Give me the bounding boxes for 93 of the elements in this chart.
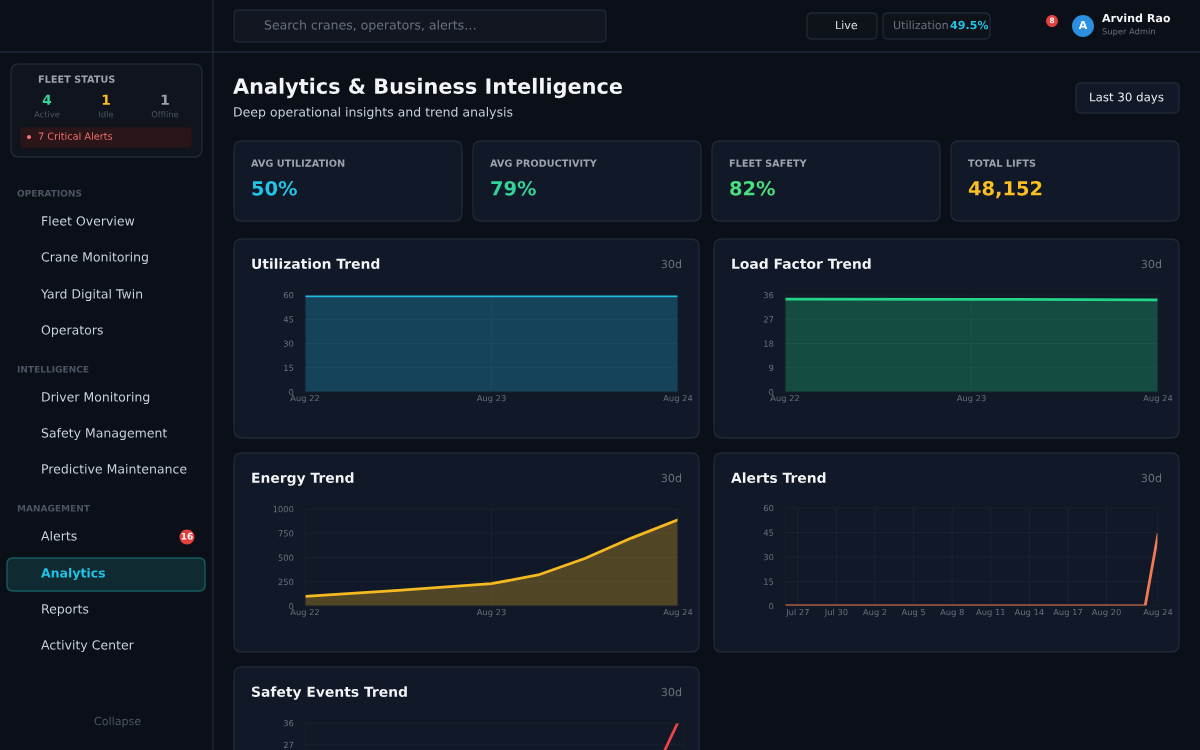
text: AVG UTILIZATION bbox=[251, 159, 345, 167]
x-tick-label: Aug 24 bbox=[663, 394, 693, 403]
text: Reports bbox=[42, 604, 89, 617]
y-tick-label: 9 bbox=[769, 364, 774, 372]
chart-title: Alerts Trend bbox=[731, 472, 826, 484]
text: Driver Monitoring bbox=[42, 391, 150, 405]
text: Active bbox=[34, 110, 60, 118]
y-tick-label: 750 bbox=[278, 530, 294, 537]
y-tick-label: 60 bbox=[763, 504, 774, 512]
text: Idle bbox=[99, 110, 114, 118]
chart-title: Utilization Trend bbox=[252, 258, 380, 270]
text: A bbox=[1078, 20, 1088, 30]
text: 7 Critical Alerts bbox=[38, 132, 113, 140]
text: 30d bbox=[1141, 259, 1161, 269]
y-tick-label: 30 bbox=[763, 553, 774, 561]
text: Alerts bbox=[41, 530, 77, 541]
y-tick-label: 45 bbox=[763, 529, 774, 536]
text: 16 bbox=[181, 532, 193, 540]
y-tick-label: 15 bbox=[284, 364, 294, 372]
text: Utilization bbox=[893, 20, 948, 30]
y-tick-label: 60 bbox=[283, 291, 294, 299]
text: 48,152 bbox=[968, 180, 1042, 199]
text: Safety Management bbox=[41, 427, 167, 441]
text: Last 30 days bbox=[1090, 92, 1164, 104]
text: 30d bbox=[661, 473, 681, 483]
text: Operators bbox=[41, 325, 103, 338]
text: Offline bbox=[151, 110, 179, 118]
text: Crane Monitoring bbox=[41, 251, 148, 265]
x-tick-label: Aug 23 bbox=[956, 394, 986, 403]
chart-title: Load Factor Trend bbox=[732, 258, 871, 270]
x-tick-label: Aug 20 bbox=[1091, 608, 1121, 617]
y-tick-label: 0 bbox=[289, 602, 294, 610]
text: 4 bbox=[42, 94, 52, 105]
text: 30d bbox=[661, 259, 681, 269]
x-tick-label: Aug 5 bbox=[901, 609, 925, 617]
chart-title: Energy Trend bbox=[252, 472, 354, 486]
y-tick-label: 27 bbox=[283, 741, 294, 748]
x-tick-label: Aug 24 bbox=[1143, 608, 1173, 617]
y-tick-label: 15 bbox=[764, 578, 774, 585]
text: 30d bbox=[1141, 473, 1161, 483]
text: 49.5% bbox=[950, 20, 989, 30]
y-tick-label: 45 bbox=[283, 316, 294, 323]
y-tick-label: 18 bbox=[764, 340, 774, 347]
text: 82% bbox=[730, 180, 775, 196]
y-tick-label: 0 bbox=[769, 388, 774, 396]
x-tick-label: Aug 23 bbox=[476, 608, 506, 617]
text: Analytics & Business Intelligence bbox=[233, 77, 622, 99]
x-tick-label: Aug 14 bbox=[1014, 609, 1044, 617]
text: Predictive Maintenance bbox=[42, 463, 187, 474]
y-tick-label: 27 bbox=[763, 316, 774, 323]
text: MANAGEMENT bbox=[17, 504, 90, 512]
text: FLEET STATUS bbox=[38, 75, 115, 83]
x-tick-label: Aug 24 bbox=[663, 608, 693, 617]
x-tick-label: Aug 22 bbox=[290, 394, 319, 403]
x-tick-label: Aug 2 bbox=[862, 608, 887, 617]
y-tick-label: 36 bbox=[283, 719, 294, 727]
y-tick-label: 0 bbox=[769, 602, 774, 610]
text: 50% bbox=[252, 180, 297, 196]
x-tick-label: Aug 22 bbox=[290, 608, 319, 617]
text: AVG PRODUCTIVITY bbox=[490, 159, 597, 167]
y-tick-label: 36 bbox=[763, 291, 774, 299]
text: 30d bbox=[661, 687, 681, 697]
y-tick-label: 250 bbox=[278, 578, 294, 586]
chart-title: Safety Events Trend bbox=[252, 686, 407, 700]
y-tick-label: 30 bbox=[283, 340, 294, 347]
text: 1 bbox=[161, 94, 169, 105]
text: INTELLIGENCE bbox=[17, 365, 89, 373]
text: OPERATIONS bbox=[17, 189, 82, 197]
text: Search cranes, operators, alerts… bbox=[264, 19, 476, 33]
text: FLEET SAFETY bbox=[729, 159, 807, 167]
text: Live bbox=[836, 20, 858, 30]
text: Arvind Rao bbox=[1102, 13, 1171, 23]
text: Activity Center bbox=[41, 639, 134, 653]
text: Analytics bbox=[41, 567, 105, 581]
text: Fleet Overview bbox=[42, 215, 135, 226]
text: Super Admin bbox=[1102, 27, 1155, 37]
x-tick-label: Aug 17 bbox=[1053, 609, 1083, 617]
text: 1 bbox=[102, 94, 110, 105]
text: Deep operational insights and trend analysis bbox=[234, 106, 513, 120]
x-tick-label: Aug 22 bbox=[770, 394, 799, 403]
x-tick-label: Jul 27 bbox=[785, 608, 809, 617]
x-tick-label: Jul 30 bbox=[824, 608, 848, 617]
y-tick-label: 500 bbox=[278, 554, 294, 561]
x-tick-label: Aug 24 bbox=[1143, 394, 1173, 403]
text: Collapse bbox=[94, 716, 141, 728]
text: Yard Digital Twin bbox=[40, 288, 143, 302]
x-tick-label: Aug 11 bbox=[976, 609, 1005, 617]
text: 79% bbox=[491, 180, 536, 196]
x-tick-label: Aug 23 bbox=[476, 394, 506, 403]
text: TOTAL LIFTS bbox=[968, 159, 1036, 167]
y-tick-label: 1000 bbox=[273, 505, 294, 513]
y-tick-label: 0 bbox=[289, 388, 294, 396]
x-tick-label: Aug 8 bbox=[940, 608, 964, 617]
